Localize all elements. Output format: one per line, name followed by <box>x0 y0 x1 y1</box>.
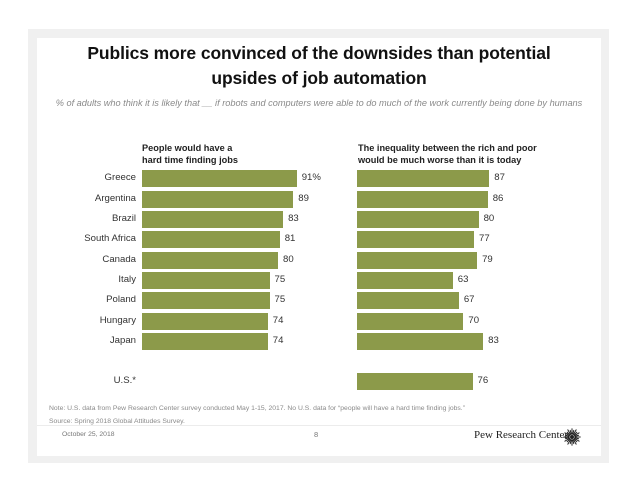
bar-value-label: 89 <box>298 193 309 204</box>
logo-ray <box>566 431 571 436</box>
bar <box>357 170 490 187</box>
bar-value-label: 74 <box>272 315 284 326</box>
category-label: Argentina <box>94 193 136 204</box>
footer-divider <box>37 425 601 426</box>
bar-value-label: 87 <box>494 172 505 183</box>
chart-note: Note: U.S. data from Pew Research Center… <box>49 405 465 412</box>
bar <box>142 292 270 309</box>
bar <box>142 333 268 350</box>
logo-ray <box>572 429 575 435</box>
bar <box>142 231 280 248</box>
logo-ray <box>567 438 572 445</box>
pew-sunburst-logo-icon <box>563 428 581 446</box>
bar-value-label: 70 <box>468 315 480 326</box>
right-panel-title-line-2: would be much worse than it is today <box>358 155 522 165</box>
bar-value-label: 63 <box>457 274 469 285</box>
footer-date: October 25, 2018 <box>62 431 115 438</box>
category-label: Japan <box>109 335 136 346</box>
bar-value-label: 91% <box>301 172 321 183</box>
logo-ray <box>564 432 571 437</box>
bar-value-label: 86 <box>492 193 504 204</box>
page-number: 8 <box>314 430 319 439</box>
bar <box>357 333 484 350</box>
logo-ray <box>572 438 577 445</box>
bar-value-label: 75 <box>274 294 286 305</box>
bar <box>357 231 475 248</box>
logo-ray <box>574 434 580 437</box>
logo-ray <box>573 438 578 443</box>
bar-value-label: 81 <box>284 233 296 244</box>
category-label: Canada <box>102 254 136 265</box>
right-panel-title: The inequality between the rich and poor… <box>358 142 588 166</box>
logo-ray <box>564 434 570 437</box>
category-label: Greece <box>104 172 136 183</box>
right-panel-title-line-1: The inequality between the rich and poor <box>358 143 537 153</box>
bar-value-label: 79 <box>482 254 493 265</box>
bar-value-label: 75 <box>274 274 286 285</box>
brand-name: Pew Research Center <box>474 429 569 441</box>
chart-title-line-1: Publics more convinced of the downsides … <box>87 43 551 63</box>
bar-value-label: 80 <box>283 254 294 265</box>
category-label: U.S.* <box>113 375 136 386</box>
bar-value-label: 77 <box>479 233 490 244</box>
logo-ray <box>564 437 570 440</box>
bar <box>142 252 278 269</box>
bar-value-label: 83 <box>488 335 499 346</box>
left-panel-title: People would have a hard time finding jo… <box>142 142 302 166</box>
logo-ray <box>573 437 580 442</box>
logo-ray <box>572 439 575 445</box>
category-label: Brazil <box>112 213 136 224</box>
category-label: South Africa <box>84 233 136 244</box>
left-panel-title-line-1: People would have a <box>142 143 233 153</box>
logo-ray <box>567 429 572 436</box>
slide <box>37 38 601 456</box>
category-label: Hungary <box>99 315 136 326</box>
chart-title-line-2: upsides of job automation <box>211 68 427 88</box>
logo-ray <box>564 437 571 442</box>
bar <box>142 170 297 187</box>
logo-ray <box>573 431 578 436</box>
bar-value-label: 76 <box>477 375 489 386</box>
chart-title: Publics more convinced of the downsides … <box>37 41 601 91</box>
bar <box>357 252 478 269</box>
bar <box>357 313 464 330</box>
bar <box>357 272 453 289</box>
logo-ray <box>574 437 580 440</box>
logo-ray <box>572 429 577 436</box>
bar-value-label: 83 <box>288 213 299 224</box>
bar <box>357 373 473 390</box>
bar <box>357 191 488 208</box>
bar-value-label: 80 <box>483 213 495 224</box>
logo-ray <box>566 438 571 443</box>
bar <box>142 313 268 330</box>
logo-ray <box>569 439 572 445</box>
bar <box>142 211 284 228</box>
logo-ray <box>573 432 580 437</box>
category-label: Italy <box>118 274 136 285</box>
chart-source: Source: Spring 2018 Global Attitudes Sur… <box>49 418 185 425</box>
bar <box>357 292 459 309</box>
left-panel-title-line-2: hard time finding jobs <box>142 155 238 165</box>
bar <box>142 191 294 208</box>
bar-value-label: 74 <box>272 335 284 346</box>
chart-subtitle: % of adults who think it is likely that … <box>55 98 583 108</box>
bar-value-label: 67 <box>463 294 475 305</box>
category-label: Poland <box>106 294 136 305</box>
logo-ray <box>569 429 572 435</box>
bar <box>357 211 479 228</box>
bar <box>142 272 270 289</box>
